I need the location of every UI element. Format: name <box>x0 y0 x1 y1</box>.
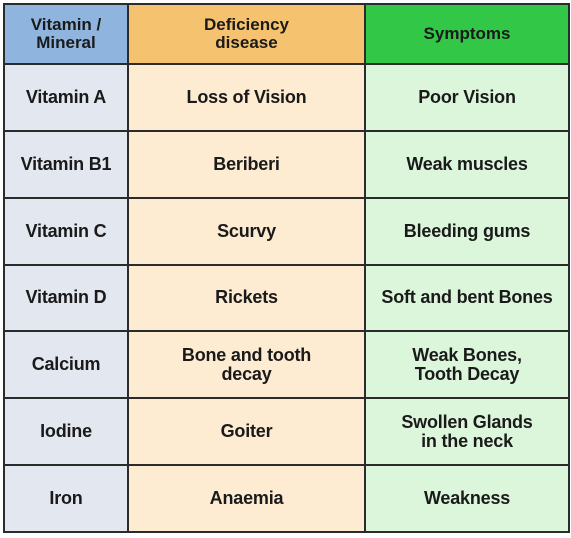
table-row: Vitamin B1 Beriberi Weak muscles <box>3 129 570 199</box>
nutrient-cell: Vitamin C <box>3 196 129 266</box>
disease-cell: Rickets <box>127 263 366 333</box>
header-row: Vitamin / Mineral Deficiency disease Sym… <box>3 3 570 65</box>
nutrient-cell: Vitamin A <box>3 63 129 132</box>
table-row: Vitamin C Scurvy Bleeding gums <box>3 196 570 266</box>
disease-cell: Bone and tooth decay <box>127 330 366 400</box>
table-row: Vitamin A Loss of Vision Poor Vision <box>3 63 570 132</box>
disease-cell: Anaemia <box>127 464 366 533</box>
nutrient-cell: Vitamin B1 <box>3 129 129 199</box>
symptom-cell: Swollen Glands in the neck <box>364 397 570 467</box>
table-row: Vitamin D Rickets Soft and bent Bones <box>3 263 570 333</box>
table-row: Iodine Goiter Swollen Glands in the neck <box>3 397 570 467</box>
nutrient-cell: Vitamin D <box>3 263 129 333</box>
header-deficiency-disease: Deficiency disease <box>127 3 366 65</box>
disease-cell: Goiter <box>127 397 366 467</box>
table-row: Calcium Bone and tooth decay Weak Bones,… <box>3 330 570 400</box>
deficiency-table: Vitamin / Mineral Deficiency disease Sym… <box>3 3 570 533</box>
disease-cell: Loss of Vision <box>127 63 366 132</box>
symptom-cell: Weak muscles <box>364 129 570 199</box>
nutrient-cell: Iron <box>3 464 129 533</box>
symptom-cell: Soft and bent Bones <box>364 263 570 333</box>
header-vitamin-mineral: Vitamin / Mineral <box>3 3 129 65</box>
disease-cell: Beriberi <box>127 129 366 199</box>
nutrient-cell: Calcium <box>3 330 129 400</box>
nutrient-cell: Iodine <box>3 397 129 467</box>
symptom-cell: Weakness <box>364 464 570 533</box>
table-row: Iron Anaemia Weakness <box>3 464 570 533</box>
disease-cell: Scurvy <box>127 196 366 266</box>
symptom-cell: Bleeding gums <box>364 196 570 266</box>
symptom-cell: Poor Vision <box>364 63 570 132</box>
symptom-cell: Weak Bones, Tooth Decay <box>364 330 570 400</box>
table-body: Vitamin A Loss of Vision Poor Vision Vit… <box>3 63 570 533</box>
table-header: Vitamin / Mineral Deficiency disease Sym… <box>3 3 570 65</box>
header-symptoms: Symptoms <box>364 3 570 65</box>
